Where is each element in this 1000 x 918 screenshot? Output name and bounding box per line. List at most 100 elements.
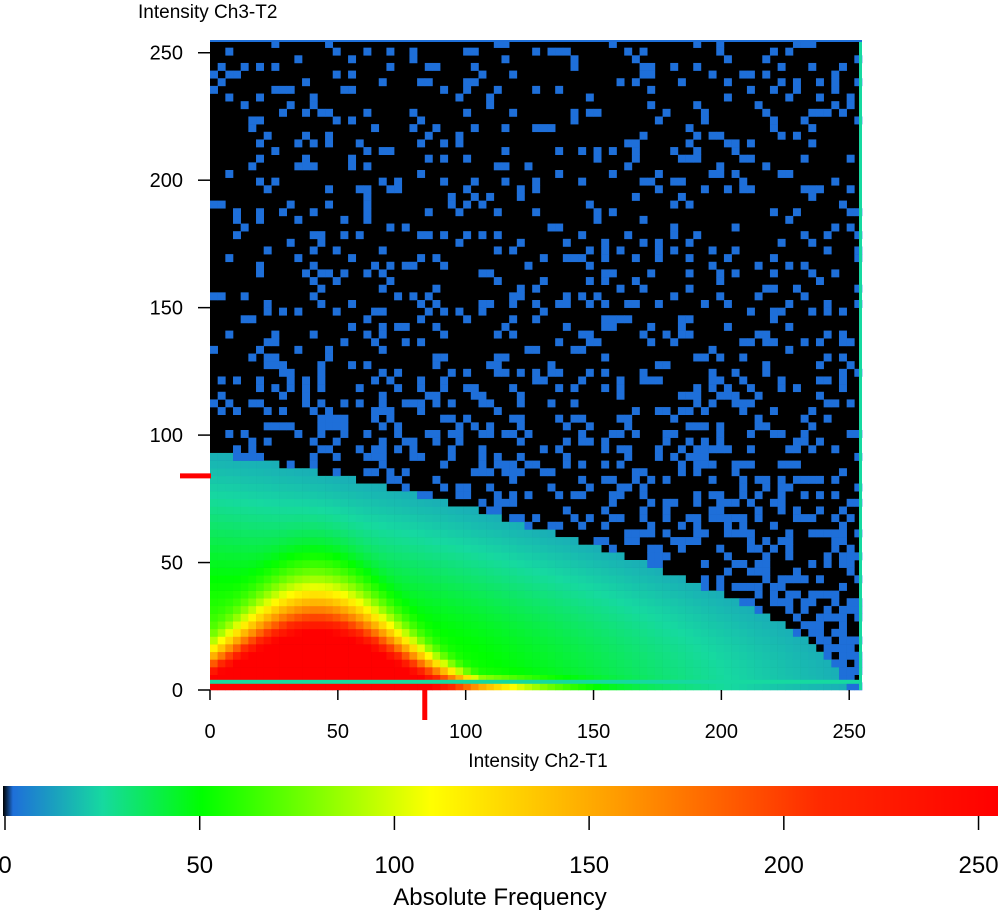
edge-column (859, 40, 862, 690)
density-cell (386, 659, 395, 668)
density-cell (210, 468, 218, 477)
density-cell (601, 353, 610, 362)
density-cell (233, 452, 241, 461)
density-cell (325, 560, 334, 568)
density-cell (302, 674, 311, 683)
density-cell (700, 582, 709, 591)
density-cell (340, 529, 349, 538)
density-cell (302, 162, 311, 171)
density-cell (256, 575, 264, 584)
density-cell (808, 40, 817, 48)
density-cell (815, 651, 824, 660)
density-cell (677, 621, 686, 630)
density-cell (838, 529, 847, 538)
density-cell (562, 582, 571, 591)
density-cell (286, 590, 295, 599)
density-cell (524, 430, 533, 438)
density-cell (854, 246, 863, 255)
density-cell (286, 238, 295, 247)
density-cell (302, 468, 311, 477)
density-cell (210, 628, 218, 637)
density-cell (248, 452, 257, 461)
density-cell (248, 537, 257, 546)
density-cell (424, 514, 433, 523)
density-cell (731, 223, 740, 232)
density-cell (371, 667, 380, 676)
density-cell (271, 147, 280, 156)
density-cell (424, 506, 433, 515)
density-cell (700, 628, 709, 637)
density-cell (838, 644, 847, 653)
density-cell (762, 636, 771, 645)
density-cell (716, 353, 725, 362)
density-cell (639, 644, 648, 653)
density-cell (378, 452, 387, 461)
density-cell (279, 605, 288, 614)
density-cell (463, 651, 472, 660)
density-cell (700, 613, 709, 622)
density-cell (532, 552, 541, 561)
density-cell (332, 537, 341, 546)
density-cell (815, 590, 824, 599)
density-cell (585, 651, 594, 660)
density-cell (233, 491, 241, 500)
density-cell (777, 582, 786, 591)
density-cell (279, 422, 288, 431)
density-cell (846, 101, 855, 110)
density-cell (325, 514, 334, 523)
density-cell (256, 154, 264, 163)
density-cell (309, 208, 318, 217)
density-cell (263, 407, 272, 416)
density-cell (348, 70, 357, 79)
density-cell (248, 682, 257, 691)
density-cell (455, 529, 464, 538)
density-cell (340, 491, 349, 500)
density-cell (762, 338, 771, 347)
density-cell (532, 582, 541, 591)
density-cell (401, 613, 410, 622)
density-cell (386, 529, 395, 538)
density-cell (608, 636, 617, 645)
density-cell (547, 628, 556, 637)
density-cell (378, 78, 387, 87)
density-cell (616, 575, 625, 584)
density-cell (225, 636, 234, 645)
density-cell (532, 575, 541, 584)
density-cell (363, 621, 372, 630)
density-cell (838, 613, 847, 622)
density-cell (225, 621, 234, 630)
density-cell (838, 560, 847, 568)
density-cell (685, 605, 694, 614)
density-cell (424, 613, 433, 622)
density-cell (516, 521, 525, 530)
density-cell (240, 292, 249, 301)
density-cell (332, 605, 341, 614)
density-cell (516, 514, 525, 523)
density-cell (716, 674, 725, 683)
density-cell (838, 628, 847, 637)
density-cell (493, 659, 502, 668)
density-cell (279, 636, 288, 645)
density-cell (478, 399, 487, 408)
density-cell (754, 491, 763, 500)
density-cell (578, 414, 587, 423)
density-cell (225, 575, 234, 584)
density-cell (217, 552, 226, 561)
density-cell (777, 131, 786, 140)
density-cell (355, 544, 364, 553)
density-cell (731, 460, 740, 469)
density-cell (263, 667, 272, 676)
density-cell (731, 621, 740, 630)
density-cell (240, 62, 249, 71)
density-cell (394, 636, 403, 645)
density-cell (823, 376, 832, 385)
density-cell (723, 391, 732, 400)
density-cell (585, 621, 594, 630)
density-cell (417, 598, 426, 607)
density-cell (716, 422, 725, 431)
density-cell (616, 567, 625, 576)
density-cell (769, 659, 778, 668)
density-cell (486, 399, 495, 408)
density-cell (340, 498, 349, 507)
